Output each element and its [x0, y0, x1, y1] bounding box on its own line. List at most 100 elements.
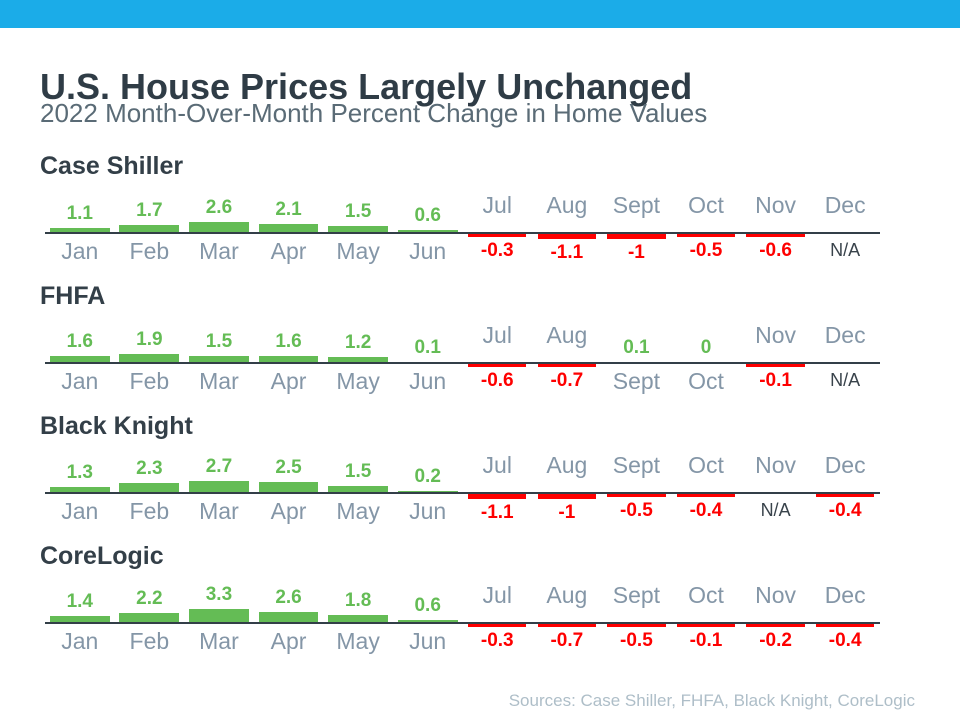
- month-cell-corelogic-jun: 0.6 Jun: [393, 558, 463, 662]
- month-cell-corelogic-dec: Dec -0.4: [810, 558, 880, 662]
- month-cell-black-knight-apr: 2.5 Apr: [254, 428, 324, 532]
- month-cell-case-shiller-aug: Aug -1.1: [532, 168, 602, 272]
- positive-value-label: 1.1: [66, 203, 93, 224]
- month-cell-fhfa-may: 1.2 May: [323, 298, 393, 402]
- month-label: Oct: [688, 192, 724, 218]
- month-label: May: [336, 628, 380, 654]
- baseline: [45, 622, 880, 624]
- negative-value-label: -0.3: [480, 240, 514, 261]
- positive-value-label: 2.1: [275, 199, 302, 220]
- month-label: Sept: [612, 582, 661, 608]
- month-label: Jul: [482, 322, 512, 348]
- negative-bar: [607, 234, 666, 239]
- month-label: Mar: [199, 368, 239, 394]
- month-label: Nov: [755, 582, 797, 608]
- month-label: Jul: [482, 452, 512, 478]
- positive-bar: [328, 486, 388, 492]
- section-fhfa: FHFA 1.6 Jan 1.9 Feb 1.5 Mar 1.6 Apr 1.2 May 0.1 Jun…: [0, 280, 960, 410]
- month-label: May: [336, 238, 380, 264]
- month-label: Apr: [270, 628, 307, 654]
- month-cell-fhfa-mar: 1.5 Mar: [184, 298, 254, 402]
- month-label: Jun: [409, 238, 447, 264]
- baseline: [45, 362, 880, 364]
- positive-bar: [49, 487, 110, 492]
- positive-bar: [189, 481, 249, 492]
- sources-note: Sources: Case Shiller, FHFA, Black Knigh…: [508, 691, 915, 710]
- month-label: Dec: [824, 582, 866, 608]
- positive-value-label: 1.5: [344, 201, 372, 222]
- month-label: Dec: [824, 322, 866, 348]
- negative-bar: [468, 234, 527, 237]
- month-label: Oct: [688, 452, 724, 478]
- negative-bar: [537, 494, 597, 499]
- negative-bar: [468, 624, 527, 627]
- positive-value-label: 2.2: [136, 588, 163, 609]
- month-cell-fhfa-jun: 0.1 Jun: [393, 298, 463, 402]
- month-label: Dec: [824, 192, 866, 218]
- positive-value-label: 3.3: [205, 584, 233, 605]
- negative-value-label: -0.2: [759, 630, 792, 651]
- negative-value-label: -0.4: [828, 630, 862, 651]
- positive-bar: [189, 609, 249, 622]
- positive-value-label: 0.1: [414, 337, 441, 358]
- month-cell-fhfa-jul: Jul -0.6: [462, 298, 532, 402]
- month-label: Nov: [755, 192, 797, 218]
- month-label: Jul: [482, 582, 512, 608]
- section-heading-case-shiller: Case Shiller: [40, 152, 184, 180]
- negative-bar: [468, 364, 527, 367]
- section-heading-corelogic: CoreLogic: [40, 542, 164, 570]
- month-cell-corelogic-sept: Sept -0.5: [602, 558, 672, 662]
- month-cell-fhfa-oct: 0 Oct: [671, 298, 741, 402]
- month-label: Jul: [482, 192, 512, 218]
- month-label: Sept: [612, 192, 661, 218]
- positive-value-label: 2.7: [205, 456, 233, 477]
- positive-bar: [258, 612, 319, 622]
- negative-value-label: -0.3: [480, 630, 514, 651]
- month-label: Aug: [546, 192, 588, 218]
- section-case-shiller: Case Shiller 1.1 Jan 1.7 Feb 2.6 Mar 2.1 Apr 1.5 M…: [0, 150, 960, 280]
- month-cell-case-shiller-jun: 0.6 Jun: [393, 168, 463, 272]
- positive-value-label: 1.4: [66, 591, 93, 612]
- month-label: Jun: [409, 368, 447, 394]
- positive-bar: [397, 230, 458, 232]
- month-cell-corelogic-nov: Nov -0.2: [741, 558, 811, 662]
- negative-bar: [676, 624, 736, 627]
- positive-value-label: 0.2: [414, 466, 441, 487]
- month-cell-case-shiller-jul: Jul -0.3: [462, 168, 532, 272]
- page-subtitle: 2022 Month-Over-Month Percent Change in …: [40, 98, 708, 128]
- negative-value-label: -0.5: [620, 630, 653, 651]
- positive-value-label: 0.6: [414, 595, 441, 616]
- positive-bar: [397, 620, 458, 622]
- month-cell-corelogic-jan: 1.4 Jan: [45, 558, 115, 662]
- month-label: Jan: [61, 498, 99, 524]
- positive-bar: [119, 225, 180, 232]
- negative-bar: [607, 624, 666, 627]
- month-label: May: [336, 498, 380, 524]
- chart-row-corelogic: 1.4 Jan 2.2 Feb 3.3 Mar 2.6 Apr 1.8 May 0.6 Jun Jul -…: [45, 558, 880, 662]
- month-cell-corelogic-aug: Aug -0.7: [532, 558, 602, 662]
- month-label: Aug: [546, 452, 588, 478]
- positive-value-label: 0.1: [623, 337, 650, 358]
- month-label: Mar: [199, 238, 239, 264]
- positive-bar: [49, 616, 110, 622]
- positive-bar: [258, 356, 319, 362]
- negative-value-label: -0.6: [759, 240, 792, 261]
- month-label: Apr: [270, 368, 307, 394]
- month-cell-black-knight-jun: 0.2 Jun: [393, 428, 463, 532]
- month-cell-case-shiller-oct: Oct -0.5: [671, 168, 741, 272]
- month-cell-case-shiller-may: 1.5 May: [323, 168, 393, 272]
- month-cell-black-knight-jan: 1.3 Jan: [45, 428, 115, 532]
- page-title: U.S. House Prices Largely Unchanged: [40, 66, 693, 108]
- positive-value-label: 1.7: [136, 200, 163, 221]
- chart-row-case-shiller: 1.1 Jan 1.7 Feb 2.6 Mar 2.1 Apr 1.5 May 0.6 Jun Jul -…: [45, 168, 880, 272]
- section-heading-black-knight: Black Knight: [40, 412, 193, 440]
- month-label: Sept: [612, 368, 661, 394]
- negative-value-label: -0.1: [689, 630, 723, 651]
- month-cell-fhfa-feb: 1.9 Feb: [115, 298, 185, 402]
- negative-bar: [537, 234, 597, 239]
- month-cell-case-shiller-sept: Sept -1: [602, 168, 672, 272]
- positive-value-label: 0.6: [414, 205, 441, 226]
- month-cell-corelogic-mar: 3.3 Mar: [184, 558, 254, 662]
- negative-bar: [815, 494, 875, 497]
- month-cell-corelogic-jul: Jul -0.3: [462, 558, 532, 662]
